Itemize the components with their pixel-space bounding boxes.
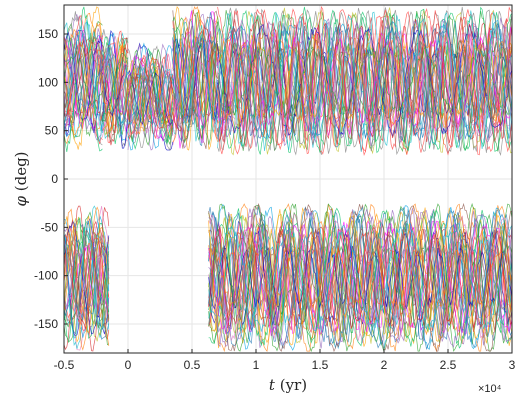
series-line-upper-32 xyxy=(172,12,218,147)
series-line-lower-20 xyxy=(64,233,110,325)
series-line-lower-18 xyxy=(64,211,109,346)
x-tick-label: 1 xyxy=(253,358,260,372)
series-line-upper-31 xyxy=(172,6,218,151)
series-line-upper-38 xyxy=(127,51,174,140)
x-tick-label: 2 xyxy=(381,358,388,372)
series-line-upper-13 xyxy=(127,52,174,141)
ticks: -0.5 0 0.5 1 1.5 2 2.5 3 150 100 50 0 -50 -100 -150 xyxy=(34,27,516,372)
series-line-lower-38 xyxy=(208,213,512,341)
series-line-upper-12 xyxy=(102,36,129,144)
series-line-upper-33 xyxy=(217,37,512,125)
series-line-upper-36 xyxy=(64,47,103,109)
series-line-upper-30 xyxy=(217,23,512,138)
series-line-upper-28 xyxy=(217,6,512,155)
series-line-upper-37 xyxy=(64,48,103,108)
y-tick-label: 150 xyxy=(38,27,58,41)
series-line-lower-34 xyxy=(64,226,110,329)
series-line-upper-39 xyxy=(64,25,103,132)
series-line-lower-36 xyxy=(64,249,110,308)
series-line-upper-35 xyxy=(64,38,103,121)
series-line-lower-32 xyxy=(208,215,512,338)
series-line-upper-24 xyxy=(64,41,103,119)
series-line-upper-33 xyxy=(127,56,173,139)
series-line-upper-36 xyxy=(217,17,512,148)
x-tick-label: -0.5 xyxy=(54,358,75,372)
series-line-lower-39 xyxy=(64,220,110,339)
series-line-lower-38 xyxy=(64,232,110,323)
series-line-lower-35 xyxy=(64,205,110,352)
x-tick-label: 3 xyxy=(509,358,516,372)
series-line-upper-38 xyxy=(64,30,103,127)
x-tick-label: 2.5 xyxy=(440,358,457,372)
series-line-lower-36 xyxy=(208,209,512,348)
series-line-upper-39 xyxy=(127,66,174,128)
series-line-upper-2 xyxy=(64,23,103,138)
y-tick-label: 100 xyxy=(38,75,58,89)
series-line-lower-28 xyxy=(208,207,512,349)
series-line-lower-31 xyxy=(64,225,110,334)
series-line-upper-29 xyxy=(217,5,512,156)
y-tick-label: -150 xyxy=(34,317,58,331)
x-tick-label: 0.5 xyxy=(184,358,201,372)
series-line-upper-37 xyxy=(102,58,129,115)
x-tick-label: 0 xyxy=(125,358,132,372)
series-line-upper-39 xyxy=(102,40,129,139)
y-tick-label: -50 xyxy=(41,220,59,234)
series-line-upper-25 xyxy=(217,8,512,154)
series-line-lower-37 xyxy=(208,202,512,353)
series-line-upper-35 xyxy=(102,44,129,134)
series-layer xyxy=(64,5,512,353)
series-line-upper-38 xyxy=(102,59,129,115)
series-line-upper-38 xyxy=(172,47,218,110)
series-line-upper-34 xyxy=(172,11,218,145)
series-line-lower-35 xyxy=(208,226,512,328)
y-tick-label: 50 xyxy=(45,124,59,138)
series-line-lower-30 xyxy=(64,220,110,335)
series-line-upper-39 xyxy=(217,10,512,152)
y-tick-label: 0 xyxy=(51,172,58,186)
series-line-upper-20 xyxy=(102,47,129,129)
series-line-upper-38 xyxy=(217,31,512,130)
series-line-upper-33 xyxy=(64,22,103,136)
series-line-lower-33 xyxy=(208,245,512,312)
x-exponent-label: ×10⁴ xyxy=(478,383,502,395)
series-line-lower-11 xyxy=(64,247,110,313)
x-axis-label: t (yr) xyxy=(269,376,307,394)
series-line-upper-37 xyxy=(127,73,174,122)
series-line-upper-35 xyxy=(127,60,174,131)
x-tick-label: 1.5 xyxy=(312,358,329,372)
series-line-lower-39 xyxy=(208,222,512,332)
series-line-upper-28 xyxy=(64,6,103,152)
series-line-upper-37 xyxy=(217,37,512,125)
series-line-lower-28 xyxy=(64,217,110,343)
series-line-upper-39 xyxy=(172,25,218,133)
series-line-upper-34 xyxy=(102,53,129,123)
y-tick-label: -100 xyxy=(34,269,58,283)
series-line-upper-14 xyxy=(102,29,129,149)
series-line-upper-18 xyxy=(102,41,129,136)
series-line-upper-12 xyxy=(127,47,174,150)
series-line-lower-23 xyxy=(208,230,512,327)
series-line-lower-20 xyxy=(208,207,512,349)
series-line-upper-20 xyxy=(127,43,174,151)
y-axis-label: φ (deg) xyxy=(12,151,30,206)
series-line-upper-37 xyxy=(172,40,218,118)
